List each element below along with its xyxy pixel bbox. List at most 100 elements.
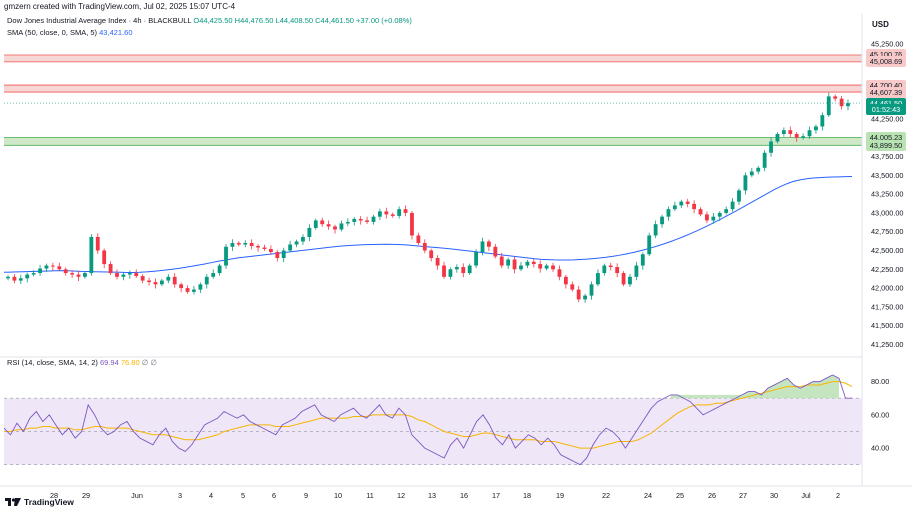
sma-layer bbox=[3, 176, 853, 273]
currency-label[interactable]: USD bbox=[872, 20, 889, 29]
candle-body bbox=[44, 265, 49, 269]
candle-body bbox=[814, 126, 818, 131]
candle-body bbox=[698, 209, 703, 215]
candle-body bbox=[589, 284, 594, 296]
candle-body bbox=[743, 175, 748, 191]
candle-body bbox=[551, 265, 555, 270]
candle-body bbox=[422, 242, 427, 251]
time-axis-layer: 28 29 Jun 3 4 5 6 9 10 11 12 13 16 17 18 19 22 24 25 26 27 30… bbox=[50, 491, 840, 500]
rsi-ma-value: 76.80 bbox=[120, 358, 140, 367]
candle-body bbox=[826, 96, 831, 116]
candle-body bbox=[737, 190, 741, 202]
ohlc-values: O44,425.50 H44,476.50 L44,408.50 C44,461… bbox=[193, 16, 412, 25]
price-badge: 45,100.76 bbox=[866, 49, 906, 61]
candle-body bbox=[179, 284, 184, 289]
candle-body bbox=[185, 288, 190, 292]
time-tick-label: 5 bbox=[241, 491, 245, 500]
candle-body bbox=[115, 273, 119, 277]
candle-body bbox=[794, 133, 799, 138]
price-badge: 45,008.69 bbox=[866, 56, 906, 68]
candle-body bbox=[544, 265, 549, 269]
candle-body bbox=[403, 209, 408, 213]
sma-legend[interactable]: SMA (50, close, 0, SMA, 5) 43,421.60 bbox=[7, 28, 133, 37]
symbol-title: Dow Jones Industrial Average Index · 4h … bbox=[7, 16, 192, 25]
candle-body bbox=[352, 218, 357, 222]
price-tick-label: 43,250.00 bbox=[871, 190, 903, 199]
candle-body bbox=[506, 259, 511, 266]
candle-body bbox=[769, 141, 773, 153]
rsi-extra-2: ∅ bbox=[150, 358, 157, 367]
axis-layer: 45,250.00 44,250.00 43,750.00 43,500.00 43,2… bbox=[0, 14, 912, 487]
time-tick-label: 13 bbox=[428, 491, 436, 500]
candle-body bbox=[275, 252, 280, 259]
price-tick-label: 41,500.00 bbox=[871, 321, 903, 330]
time-tick-label: 3 bbox=[178, 491, 182, 500]
time-tick-label: 12 bbox=[397, 491, 405, 500]
candle-body bbox=[166, 276, 171, 281]
time-tick-label: 11 bbox=[366, 491, 374, 500]
price-tick-label: 41,750.00 bbox=[871, 302, 903, 311]
candle-body bbox=[339, 223, 344, 230]
candle-body bbox=[576, 289, 581, 300]
candle-body bbox=[531, 261, 536, 265]
price-tick-label: 41,250.00 bbox=[871, 340, 903, 349]
candle-body bbox=[288, 244, 293, 251]
candle-body bbox=[653, 224, 658, 236]
price-tick-label: 42,750.00 bbox=[871, 227, 903, 236]
candle-body bbox=[230, 242, 235, 247]
price-badge: 44,607.39 bbox=[866, 86, 906, 98]
candle-body bbox=[474, 252, 479, 266]
time-tick-label: 18 bbox=[523, 491, 531, 500]
symbol-legend[interactable]: Dow Jones Industrial Average Index · 4h … bbox=[7, 16, 412, 25]
candle-body bbox=[211, 273, 216, 277]
candle-body bbox=[140, 276, 145, 281]
candle-body bbox=[333, 226, 337, 230]
candle-body bbox=[570, 284, 575, 290]
candle-body bbox=[563, 276, 568, 285]
candle-body bbox=[390, 214, 395, 216]
time-tick-label: 28 bbox=[50, 491, 58, 500]
time-tick-label: 29 bbox=[82, 491, 90, 500]
candle-body bbox=[365, 220, 369, 222]
time-tick-label: 6 bbox=[272, 491, 276, 500]
tradingview-logo[interactable]: TradingView bbox=[5, 497, 74, 507]
candle-body bbox=[134, 273, 139, 277]
candle-body bbox=[50, 265, 55, 267]
candle-body bbox=[416, 235, 421, 243]
candle-body bbox=[525, 261, 530, 266]
rsi-layer: 80.00 60.00 40.00 bbox=[3, 374, 889, 466]
rsi-line bbox=[3, 374, 852, 466]
candle-body bbox=[198, 284, 203, 290]
candle-body bbox=[397, 209, 402, 216]
rsi-overbought-fill bbox=[670, 374, 840, 399]
candle-body bbox=[608, 265, 613, 268]
candle-body bbox=[224, 246, 228, 266]
candle-body bbox=[487, 241, 491, 247]
candle-body bbox=[243, 242, 248, 245]
price-badge: 01:52:43 bbox=[866, 103, 906, 115]
candle-body bbox=[159, 280, 164, 285]
candle-body bbox=[307, 227, 312, 237]
candle-body bbox=[384, 211, 389, 215]
candle-body bbox=[172, 276, 177, 285]
candle-body bbox=[756, 167, 761, 172]
rsi-value: 69.94 bbox=[99, 358, 119, 367]
time-tick-label: 24 bbox=[644, 491, 652, 500]
candle-body bbox=[672, 205, 677, 210]
candle-body bbox=[660, 216, 664, 225]
candle-body bbox=[217, 265, 222, 274]
candle-body bbox=[268, 249, 273, 253]
candle-body bbox=[781, 130, 786, 134]
rsi-legend[interactable]: RSI (14, close, SMA, 14, 2) 69.94 76.80 … bbox=[7, 358, 157, 367]
candle-body bbox=[345, 221, 350, 224]
candle-body bbox=[435, 258, 440, 266]
candle-body bbox=[596, 273, 600, 285]
candle-body bbox=[127, 273, 132, 275]
rsi-ma-line bbox=[4, 381, 853, 449]
rsi-tick-label: 60.00 bbox=[871, 410, 889, 419]
tradingview-mark-icon bbox=[5, 498, 21, 506]
price-tick-label: 42,000.00 bbox=[871, 284, 903, 293]
candle-body bbox=[634, 265, 639, 277]
candle-body bbox=[25, 274, 30, 279]
